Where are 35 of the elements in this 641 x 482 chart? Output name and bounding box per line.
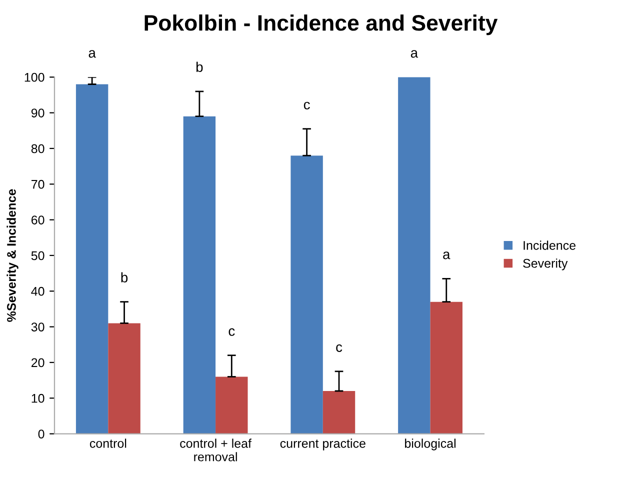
bar — [398, 77, 430, 434]
y-tick-label: 10 — [32, 394, 44, 403]
y-tick-label: 100 — [24, 72, 44, 82]
legend-label: Incidence — [524, 240, 576, 250]
y-tick-label: 40 — [31, 286, 44, 296]
bar — [216, 376, 248, 434]
bar — [76, 84, 108, 434]
y-axis-title: %Severity & Incidence — [6, 189, 18, 322]
annotation: c — [304, 102, 310, 110]
bar — [322, 391, 356, 434]
y-tick-label: 90 — [31, 108, 44, 118]
bar — [183, 116, 216, 434]
x-tick-label: control + leaf removal — [180, 438, 252, 462]
annotation: b — [121, 272, 128, 282]
x-tick-label: biological — [405, 438, 456, 450]
bar — [290, 156, 323, 434]
y-tick-label: 60 — [31, 216, 44, 224]
legend-label: Severity — [523, 258, 568, 270]
x-tick-label: control — [90, 438, 126, 448]
y-tick-label: 30 — [31, 322, 44, 332]
x-tick-label: current practice — [280, 438, 366, 450]
text: a — [88, 50, 96, 58]
bar — [430, 302, 462, 434]
annotation: c — [228, 328, 235, 336]
text: a — [410, 50, 418, 58]
y-tick-label: 0 — [38, 430, 44, 438]
y-tick-label: 70 — [32, 180, 44, 189]
text: b — [196, 62, 203, 72]
annotation: c — [336, 344, 342, 352]
bar — [108, 323, 140, 434]
y-tick-label: 50 — [31, 251, 44, 260]
annotation: a — [443, 252, 450, 260]
y-tick-label: 20 — [31, 358, 44, 368]
y-tick-label: 80 — [31, 144, 44, 154]
chart-title: Pokolbin - Incidence and Severity — [144, 14, 498, 36]
